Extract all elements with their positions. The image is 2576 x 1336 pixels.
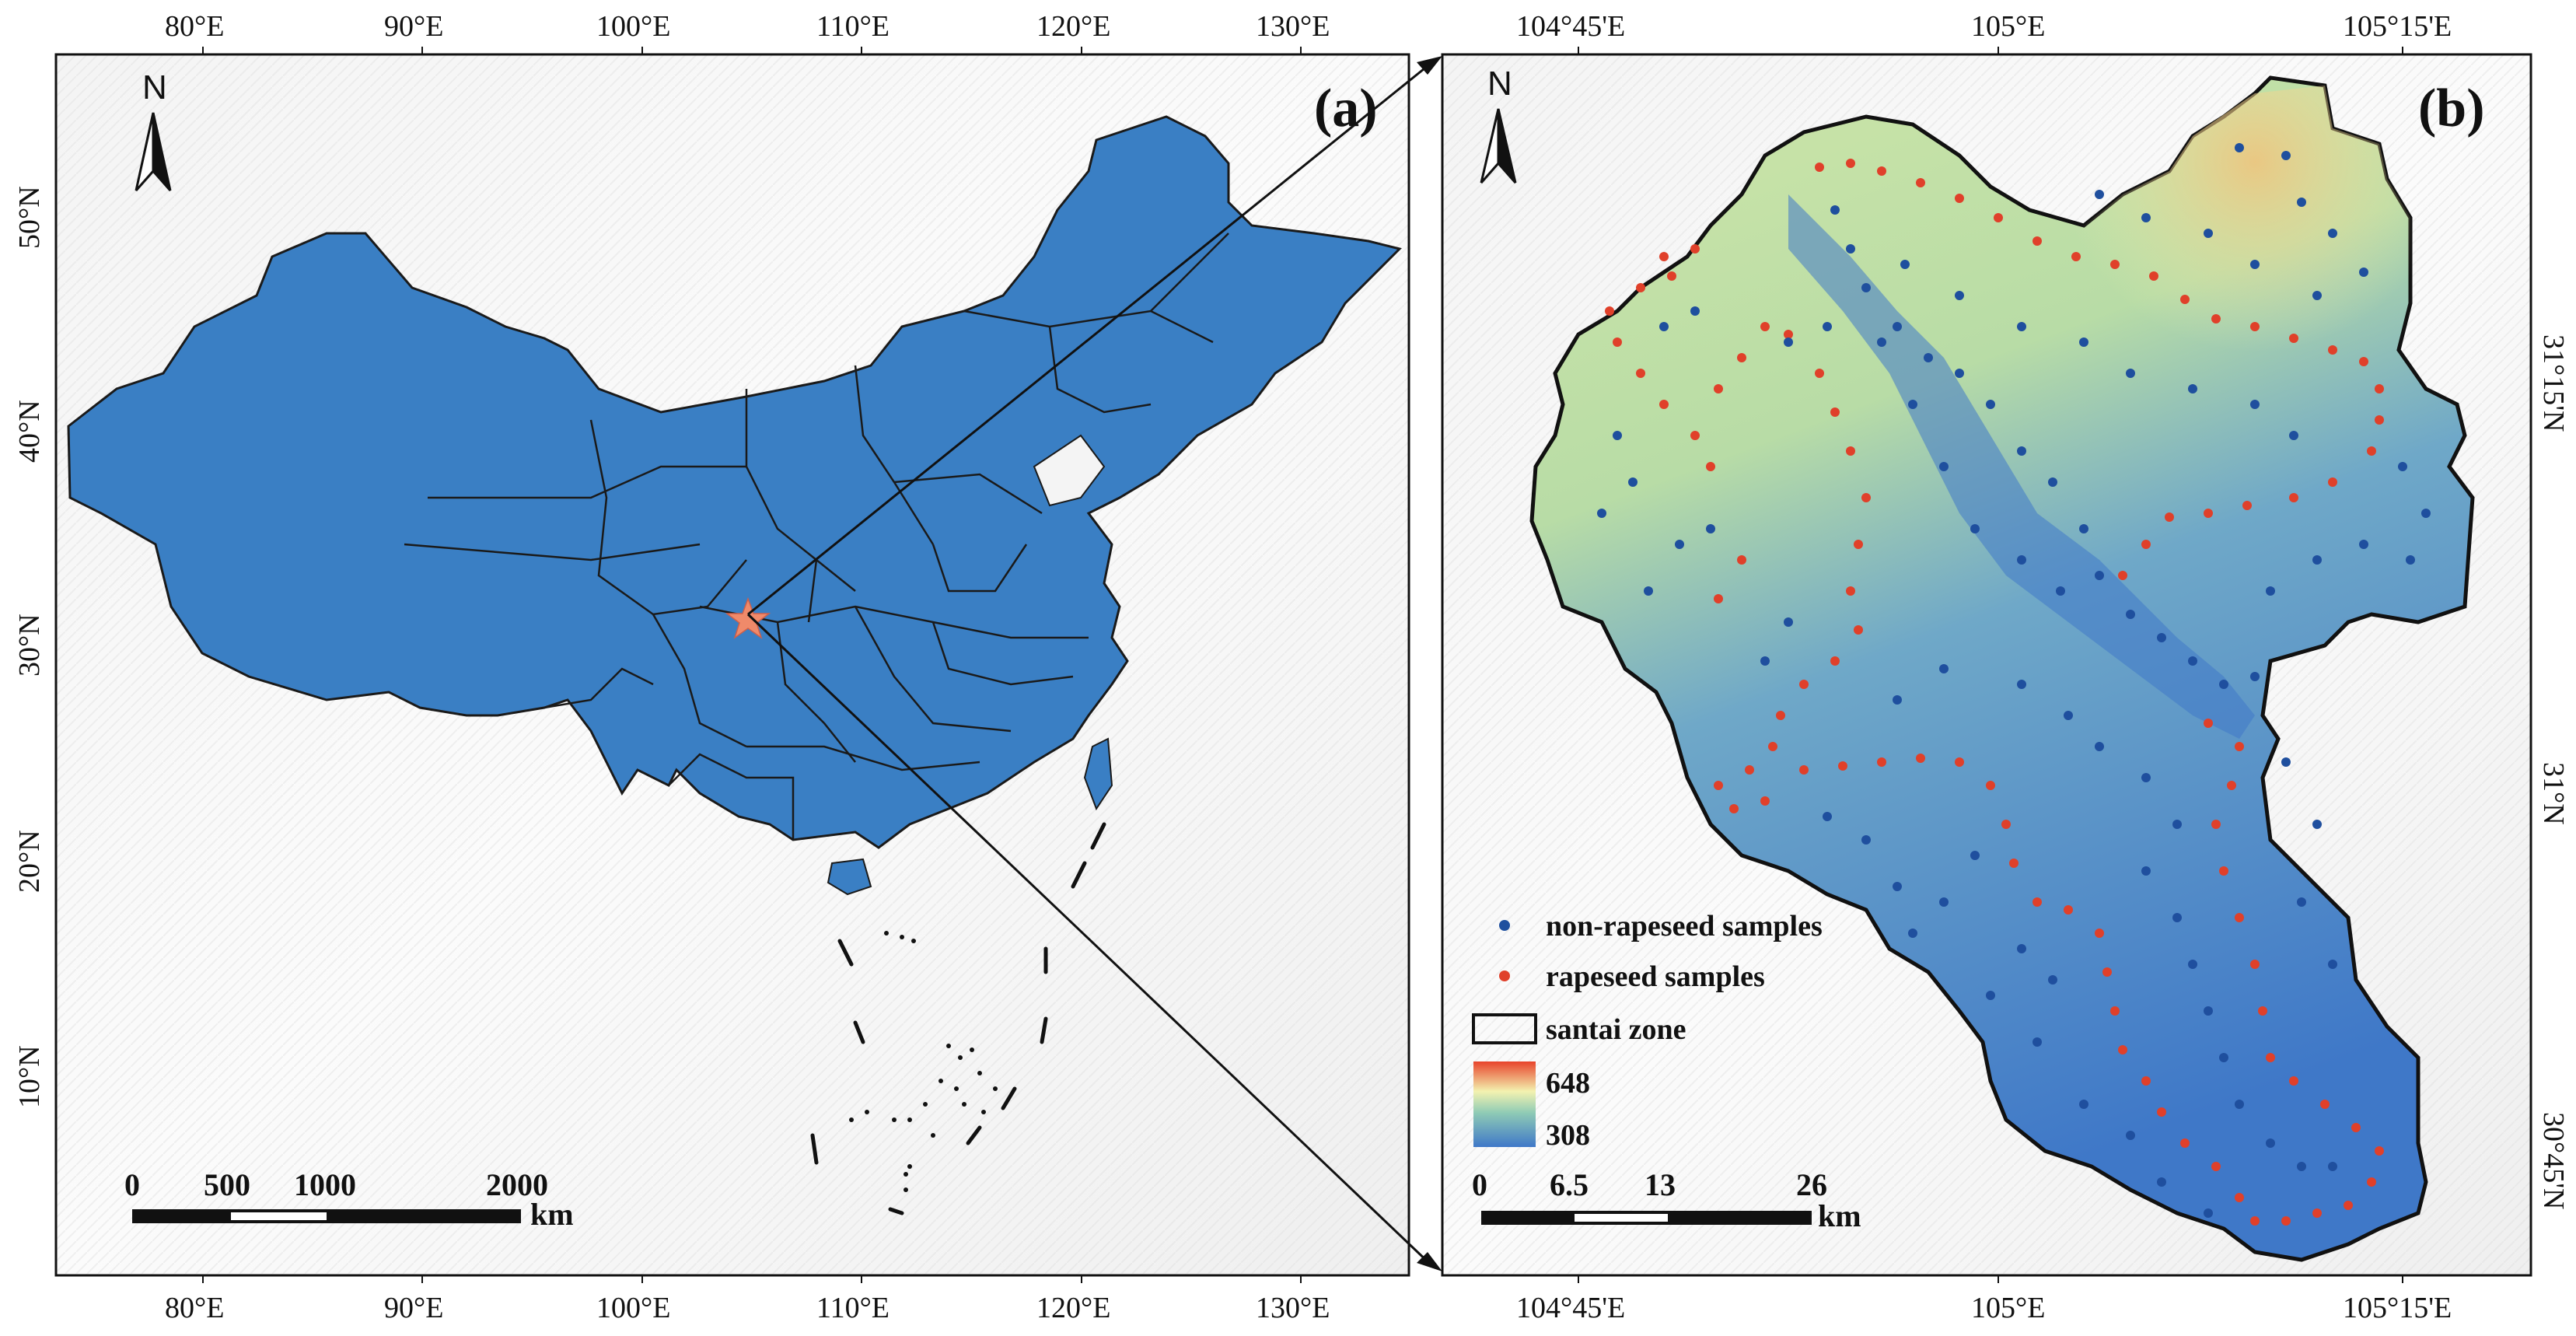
- panel-a: N (a) 0 500 1000 2000 km 80°E 90°E 100°E…: [13, 10, 1410, 1324]
- scale-b-13: 13: [1645, 1167, 1676, 1202]
- island-dots: [849, 931, 998, 1192]
- lon-tick-a-bottom-100: 100°E: [596, 1292, 670, 1324]
- panel-b-label: (b): [2418, 79, 2485, 138]
- santai-star-icon: [725, 596, 771, 639]
- legend-rapeseed-label: rapeseed samples: [1546, 960, 1765, 993]
- legend-elev-high: 648: [1546, 1067, 1590, 1100]
- lon-tick-a-top-110: 110°E: [816, 10, 890, 43]
- lat-tick-a-40: 40°N: [13, 400, 46, 463]
- panel-b-frame: [1441, 53, 2532, 1277]
- lon-tick-a-top-100: 100°E: [596, 10, 670, 43]
- lon-tick-b-top-3: 105°15'E: [2343, 10, 2452, 43]
- lon-tick-a-top-130: 130°E: [1256, 10, 1330, 43]
- scale-b-unit: km: [1818, 1198, 1861, 1233]
- lon-tick-a-bottom-130: 130°E: [1256, 1292, 1330, 1324]
- scale-a-2000: 2000: [486, 1167, 548, 1202]
- non-rapeseed-samples: [1597, 143, 2431, 1218]
- bohai-sea: [1033, 434, 1106, 507]
- legend-non-rapeseed-marker: [1499, 920, 1510, 931]
- lat-tick-b-3: 30°45'N: [2537, 1112, 2570, 1210]
- lon-tick-a-bottom-110: 110°E: [816, 1292, 890, 1324]
- scale-bar-b: [1481, 1211, 1812, 1225]
- legend-zone-swatch: [1472, 1013, 1537, 1044]
- legend-rapeseed-marker: [1499, 971, 1510, 981]
- lat-tick-b-2: 31°N: [2537, 762, 2570, 825]
- legend-elevation-ramp: [1473, 1061, 1536, 1147]
- panel-a-tick-marks: [202, 47, 1302, 1283]
- dem-river-valley: [1788, 194, 2255, 739]
- lat-tick-a-10: 10°N: [13, 1045, 46, 1108]
- taiwan: [1083, 737, 1113, 811]
- province-borders: [404, 233, 1229, 840]
- lon-tick-a-top-80: 80°E: [165, 10, 224, 43]
- lon-tick-a-bottom-120: 120°E: [1036, 1292, 1110, 1324]
- connector-arrow-top: [1417, 56, 1442, 75]
- north-arrow-icon: [135, 112, 172, 191]
- lon-tick-b-bottom-1: 104°45'E: [1516, 1292, 1625, 1324]
- lat-tick-a-50: 50°N: [13, 186, 46, 249]
- scale-b-26: 26: [1796, 1167, 1827, 1202]
- lat-tick-a-20: 20°N: [13, 830, 46, 893]
- north-arrow-icon: [1480, 108, 1517, 184]
- panel-b-tick-marks: [1578, 47, 2403, 1283]
- lon-tick-b-bottom-3: 105°15'E: [2343, 1292, 2452, 1324]
- lat-tick-a-30: 30°N: [13, 614, 46, 677]
- hainan: [827, 858, 872, 896]
- lat-tick-b-1: 31°15'N: [2537, 334, 2570, 432]
- dem-highland-ne: [2022, 86, 2410, 467]
- lon-tick-a-top-90: 90°E: [384, 10, 443, 43]
- inset-connector-lines: [746, 61, 1434, 1268]
- north-label-b: N: [1487, 65, 1512, 103]
- legend-non-rapeseed-label: non-rapeseed samples: [1546, 910, 1823, 943]
- scale-a-1000: 1000: [294, 1167, 356, 1202]
- lon-tick-a-top-120: 120°E: [1036, 10, 1110, 43]
- south-china-sea-islands: [810, 822, 1106, 1215]
- lon-tick-a-bottom-90: 90°E: [384, 1292, 443, 1324]
- legend-zone-label: santai zone: [1546, 1013, 1686, 1046]
- lon-tick-b-bottom-2: 105°E: [1971, 1292, 2045, 1324]
- north-label-a: N: [142, 68, 167, 107]
- lon-tick-a-bottom-80: 80°E: [165, 1292, 224, 1324]
- panel-a-frame: [54, 53, 1410, 1277]
- scale-a-unit: km: [530, 1197, 574, 1232]
- lon-tick-b-top-2: 105°E: [1971, 10, 2045, 43]
- scale-bar-a: [132, 1209, 521, 1223]
- china-landmass: [67, 115, 1402, 849]
- panel-a-label: (a): [1314, 79, 1378, 138]
- scale-a-500: 500: [204, 1167, 250, 1202]
- lon-tick-b-top-1: 104°45'E: [1516, 10, 1625, 43]
- scale-b-6-5: 6.5: [1550, 1167, 1589, 1202]
- scale-a-0: 0: [124, 1167, 140, 1202]
- legend: non-rapeseed samples rapeseed samples sa…: [1472, 910, 1823, 1152]
- rapeseed-samples: [1605, 159, 2384, 1226]
- panel-b: N (b) non-rapeseed samples rapeseed samp…: [1441, 10, 2570, 1324]
- legend-elev-low: 308: [1546, 1119, 1590, 1152]
- connector-arrow-bottom: [1417, 1252, 1442, 1271]
- scale-b-0: 0: [1472, 1167, 1487, 1202]
